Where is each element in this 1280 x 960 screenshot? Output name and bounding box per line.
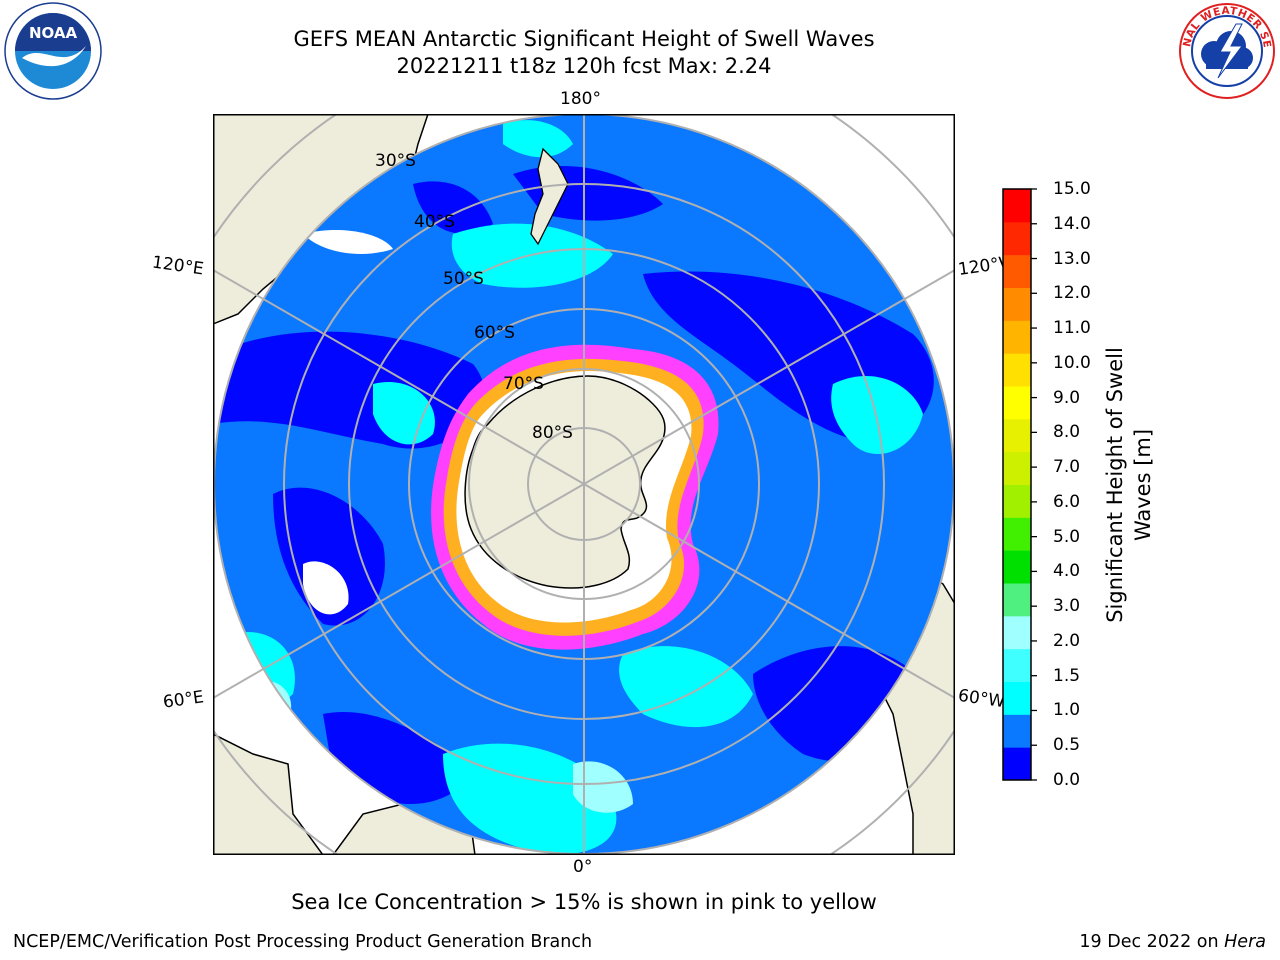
lat-label-80s: 80°S xyxy=(532,423,573,443)
sea-ice-whites xyxy=(303,229,393,615)
footer-date-text: 19 Dec 2022 on xyxy=(1079,932,1225,952)
noaa-logo: NOAA xyxy=(4,2,102,100)
colorbar-tick-label: 13.0 xyxy=(1053,248,1091,269)
lon-label-120w-clip: 120°W xyxy=(955,250,1005,290)
lon-label-120w: 120°W xyxy=(956,252,1005,280)
colorbar-tick-label: 7.0 xyxy=(1053,457,1081,478)
colorbar-swatch xyxy=(1003,386,1031,420)
colorbar-swatch xyxy=(1003,681,1031,715)
colorbar-tick-label: 1.5 xyxy=(1053,665,1081,686)
colorbar-swatch xyxy=(1003,189,1031,223)
noaa-logo-text: NOAA xyxy=(29,24,78,42)
colorbar-swatch xyxy=(1003,287,1031,321)
footer-date: 19 Dec 2022 on Hera xyxy=(1079,932,1266,952)
lon-label-120e: 120°E xyxy=(150,252,205,280)
colorbar-tick-label: 0.5 xyxy=(1053,735,1081,756)
colorbar-tick-label: 10.0 xyxy=(1053,352,1091,373)
colorbar-swatch xyxy=(1003,747,1031,781)
colorbar-frame xyxy=(1002,188,1032,781)
colorbar-tick-label: 8.0 xyxy=(1053,422,1081,443)
colorbar-swatch xyxy=(1003,550,1031,584)
colorbar-title-line2: Waves [m] xyxy=(1131,428,1155,542)
colorbar-title: Significant Height of Swell Waves [m] xyxy=(1101,347,1157,623)
swell-band-cyan xyxy=(233,120,923,854)
footer-host: Hera xyxy=(1224,932,1266,952)
new-zealand xyxy=(530,147,569,246)
colorbar-tick-label: 9.0 xyxy=(1053,387,1081,408)
colorbar-tick-label: 15.0 xyxy=(1053,179,1091,199)
colorbar-tick-label: 14.0 xyxy=(1053,213,1091,234)
colorbar-tick-label: 5.0 xyxy=(1053,526,1081,547)
colorbar-swatch xyxy=(1003,648,1031,682)
lon-label-60w: 60°W xyxy=(956,685,1005,713)
colorbar-swatch xyxy=(1003,320,1031,354)
colorbar-swatch xyxy=(1003,615,1031,650)
colorbar-tick-label: 12.0 xyxy=(1053,283,1091,304)
lat-label-40s: 40°S xyxy=(414,212,455,232)
swell-band-low xyxy=(214,165,934,804)
sea-ice-caption: Sea Ice Concentration > 15% is shown in … xyxy=(291,890,877,914)
lightning-bolt-icon xyxy=(1217,23,1243,79)
colorbar-swatch xyxy=(1003,484,1031,518)
colorbar-swatch xyxy=(1003,418,1031,453)
colorbar-tick-label: 2.0 xyxy=(1053,630,1081,651)
chart-title: GEFS MEAN Antarctic Significant Height o… xyxy=(293,27,875,51)
colorbar-swatch xyxy=(1003,254,1031,288)
chart-subtitle: 20221211 t18z 120h fcst Max: 2.24 xyxy=(396,54,772,78)
colorbar-tick-label: 1.0 xyxy=(1053,700,1081,721)
colorbar-tick-label: 3.0 xyxy=(1053,596,1081,617)
lat-label-50s: 50°S xyxy=(443,269,484,289)
colorbar-swatch xyxy=(1003,451,1031,485)
lat-label-70s: 70°S xyxy=(503,374,544,394)
colorbar-tick-label: 4.0 xyxy=(1053,561,1081,582)
colorbar-tick-label: 0.0 xyxy=(1053,770,1081,790)
lon-label-60w-clip: 60°W xyxy=(955,684,1005,724)
lat-label-60s: 60°S xyxy=(474,323,515,343)
colorbar-swatch xyxy=(1003,221,1031,256)
colorbar-swatch xyxy=(1003,714,1031,748)
colorbar-swatch xyxy=(1003,517,1031,551)
polar-map xyxy=(213,114,955,855)
colorbar-swatch xyxy=(1003,353,1031,387)
footer-credit: NCEP/EMC/Verification Post Processing Pr… xyxy=(13,932,593,952)
colorbar-tick-label: 11.0 xyxy=(1053,318,1091,339)
colorbar xyxy=(1002,188,1037,781)
noaa-bird-icon xyxy=(22,46,86,67)
nws-logo: NATIONAL WEATHER SERVICE xyxy=(1176,2,1275,99)
lon-label-60e: 60°E xyxy=(161,687,206,713)
map-frame xyxy=(213,114,955,855)
colorbar-title-line1: Significant Height of Swell xyxy=(1103,347,1127,623)
lon-label-0: 0° xyxy=(573,857,593,877)
lon-label-180: 180° xyxy=(560,89,601,109)
colorbar-tick-label: 6.0 xyxy=(1053,491,1081,512)
lat-label-30s: 30°S xyxy=(375,151,416,171)
colorbar-swatch xyxy=(1003,583,1031,617)
